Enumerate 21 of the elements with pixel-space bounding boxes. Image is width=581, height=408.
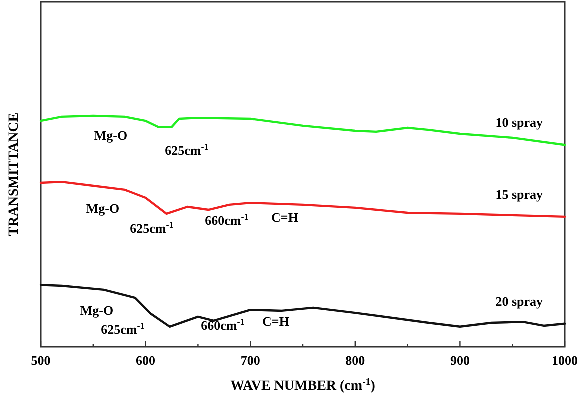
annotation: 660cm$^{-1}$ bbox=[201, 317, 246, 333]
annotation: C=H bbox=[262, 314, 290, 329]
annotation: 625cm$^{-1}$ bbox=[165, 142, 210, 158]
x-tick-label: 800 bbox=[346, 353, 366, 368]
annotation: 625cm$^{-1}$ bbox=[101, 321, 146, 337]
annotation: C=H bbox=[272, 210, 298, 225]
series-label: 15 spray bbox=[496, 186, 544, 202]
series-label: 20 spray bbox=[496, 294, 544, 309]
annotation: Mg-O bbox=[94, 128, 128, 143]
x-tick-label: 500 bbox=[31, 353, 51, 368]
x-tick-label: 600 bbox=[136, 353, 156, 368]
annotation: Mg-O bbox=[80, 303, 114, 318]
y-axis-title: TRANSMITTANCE bbox=[7, 112, 22, 236]
x-tick-label: 900 bbox=[450, 353, 470, 368]
annotation: Mg-O bbox=[86, 201, 120, 216]
x-axis-title: WAVE NUMBER (cm$^{-1}$) bbox=[230, 376, 376, 394]
annotation: 660cm$^{-1}$ bbox=[205, 212, 250, 228]
x-tick-label: 1000 bbox=[552, 353, 578, 368]
x-tick-label: 700 bbox=[240, 353, 260, 368]
series-label: 10 spray bbox=[496, 115, 544, 130]
annotation: 625cm$^{-1}$ bbox=[130, 220, 174, 236]
